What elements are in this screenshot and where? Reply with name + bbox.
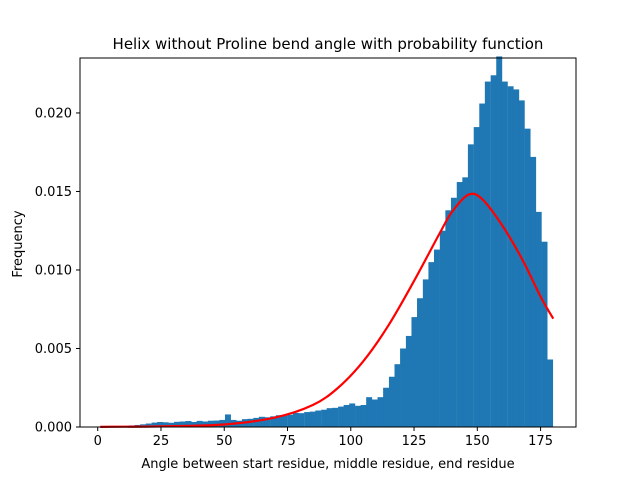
histogram-bar-36 [304,412,310,427]
histogram-bar-40 [327,408,333,427]
histogram-bar-50 [383,388,389,427]
histogram-bar-55 [411,317,417,427]
x-axis-ticks: 0 25 50 75 100 125 150 175 [94,427,553,449]
histogram-bar-77 [536,212,542,427]
x-axis-label: Angle between start residue, middle resi… [141,457,514,472]
histogram-bar-37 [310,412,316,427]
histogram-bar-64 [462,177,468,427]
y-tick-label: 0.015 [35,185,72,200]
histogram-bar-32 [281,416,287,427]
x-tick-label: 25 [153,434,170,449]
y-axis-label: Frequency [11,210,26,277]
x-tick-label: 100 [338,434,363,449]
histogram-bar-43 [344,405,350,427]
x-tick-label: 175 [528,434,553,449]
x-tick-label: 50 [216,434,233,449]
histogram-bar-67 [479,104,485,427]
histogram-bar-52 [395,364,401,427]
histogram-bar-34 [293,413,299,427]
histogram-bar-54 [406,336,412,427]
histogram-bar-70 [496,56,502,427]
histogram-bar-41 [332,408,338,427]
x-tick-label: 150 [465,434,490,449]
chart-title: Helix without Proline bend angle with pr… [113,35,544,53]
x-tick-label: 0 [94,434,102,449]
histogram-bar-39 [321,410,327,427]
histogram-bar-49 [378,397,384,427]
y-tick-label: 0.010 [35,263,72,278]
histogram-bar-72 [508,86,514,427]
histogram-bar-63 [457,182,463,427]
histogram-bar-61 [445,210,451,427]
histogram-bar-35 [298,413,304,427]
histogram-bar-44 [349,403,355,427]
histogram-bar-46 [361,405,367,427]
histogram-bar-71 [502,82,508,427]
histogram-bar-75 [525,129,531,427]
histogram-bar-58 [428,262,434,427]
histogram-bar-48 [372,400,378,427]
y-tick-label: 0.005 [35,342,72,357]
y-axis-ticks: 0.000 0.005 0.010 0.015 0.020 [35,106,80,435]
histogram-bar-53 [400,348,406,427]
histogram-bar-78 [542,242,548,427]
histogram-bar-28 [259,417,265,427]
histogram-bar-59 [434,250,440,427]
y-tick-label: 0.020 [35,106,72,121]
histogram-bar-62 [451,198,457,427]
histogram-bar-69 [491,75,497,427]
histogram-bar-60 [440,231,446,427]
histogram-bar-38 [315,411,321,427]
histogram-bar-47 [366,397,372,427]
histogram-bar-57 [423,279,429,427]
histogram-bar-33 [287,415,293,427]
histogram-bar-27 [253,418,259,427]
histogram-bars [101,56,553,427]
histogram-bar-42 [338,407,344,427]
x-tick-label: 125 [402,434,427,449]
histogram-bar-79 [547,359,553,427]
x-tick-label: 75 [279,434,296,449]
y-tick-label: 0.000 [35,421,72,436]
histogram-bar-45 [355,406,361,427]
histogram-bar-65 [468,144,474,427]
histogram-bar-68 [485,82,491,427]
histogram-bar-66 [474,127,480,427]
histogram-bar-76 [530,157,536,427]
histogram-bar-56 [417,298,423,427]
histogram-bar-73 [513,89,519,427]
histogram-bar-51 [389,377,395,427]
